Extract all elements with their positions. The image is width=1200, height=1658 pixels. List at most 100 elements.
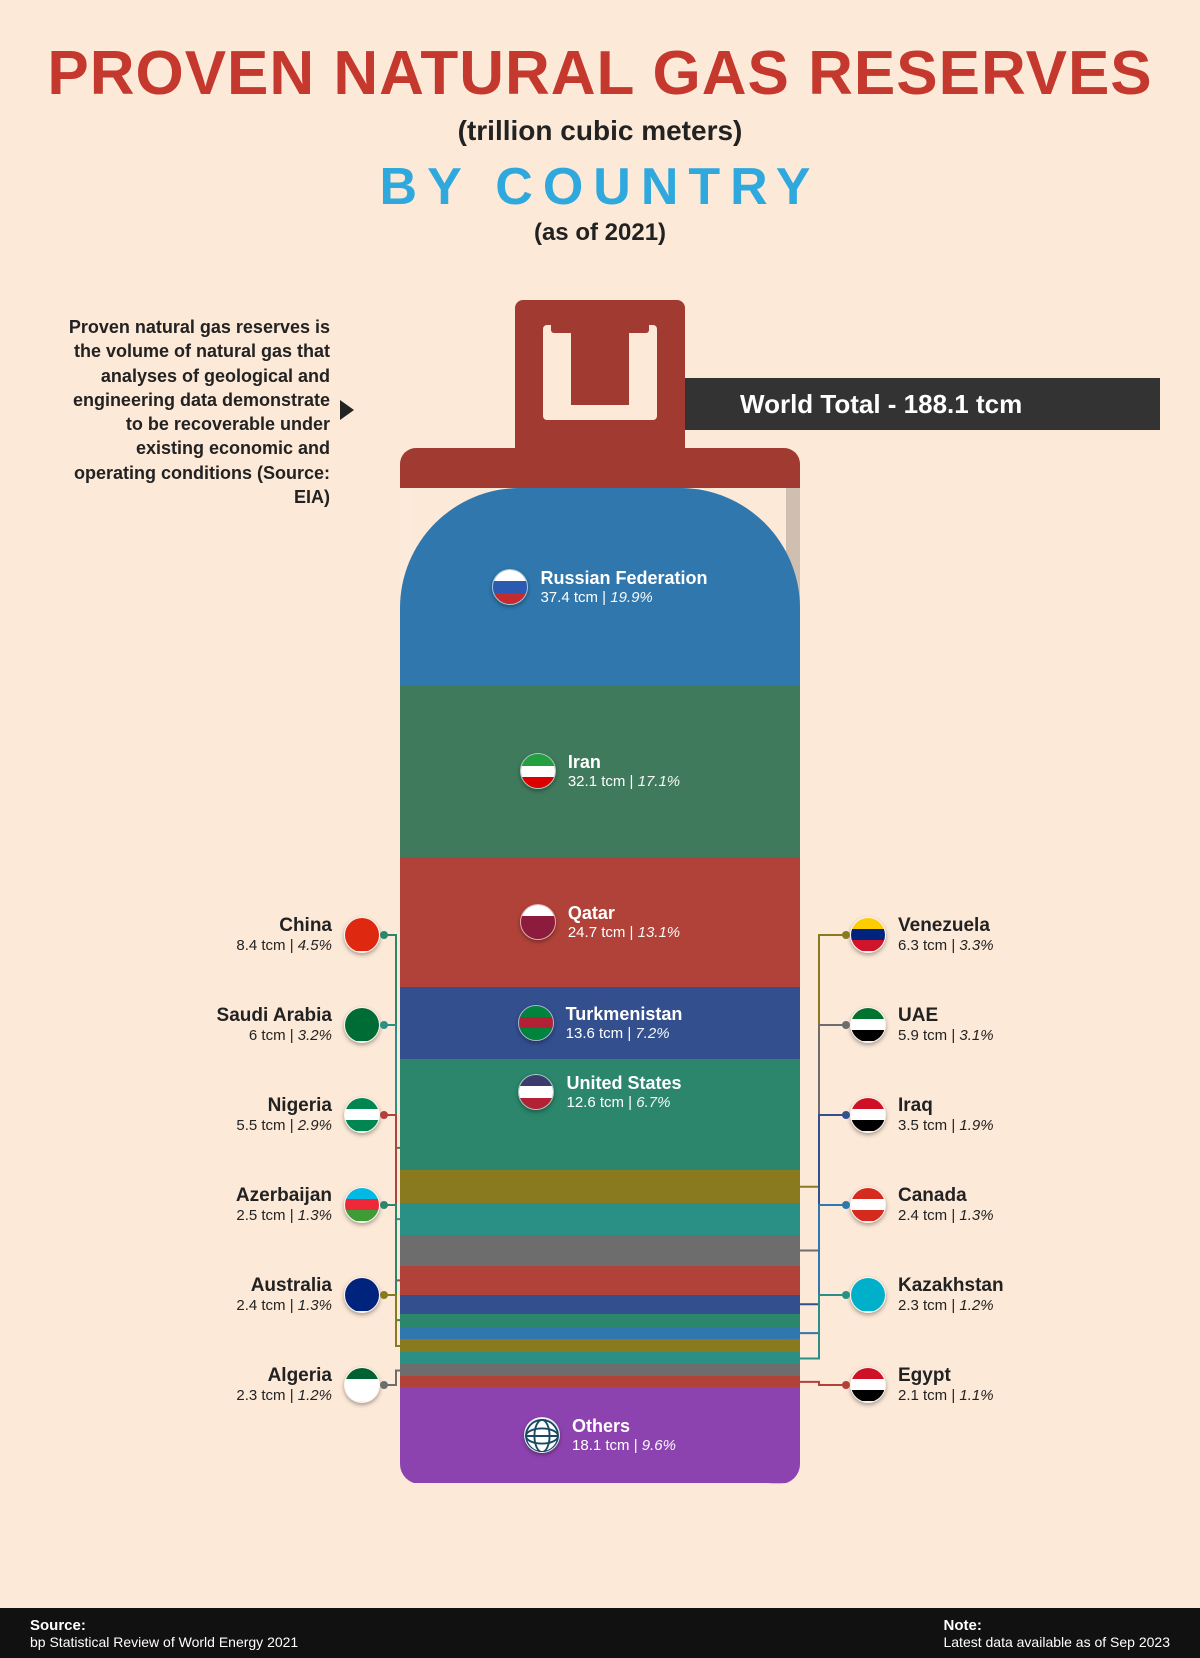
callout-stats: 6.3 tcm | 3.3% — [898, 937, 1080, 954]
definition-text: Proven natural gas reserves is the volum… — [60, 315, 330, 509]
callout-azerbaijan: Azerbaijan2.5 tcm | 1.3% — [150, 1185, 380, 1224]
footer-source: Source: bp Statistical Review of World E… — [30, 1617, 298, 1650]
callout-stats: 2.3 tcm | 1.2% — [898, 1297, 1080, 1314]
note-text: Latest data available as of Sep 2023 — [943, 1634, 1170, 1650]
title-by-country: BY COUNTRY — [0, 157, 1200, 217]
flag-icon — [492, 569, 528, 605]
callout-name: Venezuela — [898, 915, 1080, 937]
callout-uae: UAE5.9 tcm | 3.1% — [850, 1005, 1080, 1044]
callout-name: Nigeria — [150, 1095, 332, 1117]
segment-kazakhstan — [400, 1352, 800, 1364]
flag-icon — [524, 1417, 560, 1453]
flag-icon — [518, 1005, 554, 1041]
flag-icon — [520, 753, 556, 789]
segment-saudi — [400, 1203, 800, 1235]
flag-icon — [344, 1187, 380, 1223]
callout-stats: 6 tcm | 3.2% — [150, 1027, 332, 1044]
callout-algeria: Algeria2.3 tcm | 1.2% — [150, 1365, 380, 1404]
flag-icon — [850, 1097, 886, 1133]
callout-saudi: Saudi Arabia6 tcm | 3.2% — [150, 1005, 380, 1044]
callout-name: Algeria — [150, 1365, 332, 1387]
flag-icon — [850, 1187, 886, 1223]
callout-name: Azerbaijan — [150, 1185, 332, 1207]
footer-note: Note: Latest data available as of Sep 20… — [943, 1617, 1170, 1650]
callout-name: Kazakhstan — [898, 1275, 1080, 1297]
segment-china — [400, 1125, 800, 1170]
segment-qatar: Qatar24.7 tcm | 13.1% — [400, 857, 800, 987]
segment-name: Turkmenistan — [566, 1004, 683, 1025]
callout-kazakhstan: Kazakhstan2.3 tcm | 1.2% — [850, 1275, 1080, 1314]
definition-arrow-icon — [340, 400, 354, 420]
footer: Source: bp Statistical Review of World E… — [0, 1608, 1200, 1658]
callout-stats: 2.1 tcm | 1.1% — [898, 1387, 1080, 1404]
callout-stats: 8.4 tcm | 4.5% — [150, 937, 332, 954]
flag-icon — [850, 1007, 886, 1043]
segment-name: Qatar — [568, 903, 680, 924]
callout-iraq: Iraq3.5 tcm | 1.9% — [850, 1095, 1080, 1134]
callout-stats: 5.9 tcm | 3.1% — [898, 1027, 1080, 1044]
segment-canada — [400, 1327, 800, 1340]
flag-icon — [520, 904, 556, 940]
gas-tank-chart: Russian Federation37.4 tcm | 19.9%Iran32… — [400, 300, 800, 1484]
flag-icon — [344, 917, 380, 953]
segment-azerbaijan — [400, 1314, 800, 1327]
callout-name: Iraq — [898, 1095, 1080, 1117]
flag-icon — [344, 1097, 380, 1133]
flag-icon — [850, 1277, 886, 1313]
callout-egypt: Egypt2.1 tcm | 1.1% — [850, 1365, 1080, 1404]
segment-usa: United States12.6 tcm | 6.7% — [400, 1059, 800, 1126]
flag-icon — [850, 1367, 886, 1403]
source-text: bp Statistical Review of World Energy 20… — [30, 1634, 298, 1650]
segment-stats: 24.7 tcm | 13.1% — [568, 924, 680, 941]
segment-stats: 13.6 tcm | 7.2% — [566, 1025, 683, 1042]
callout-name: China — [150, 915, 332, 937]
callout-australia: Australia2.4 tcm | 1.3% — [150, 1275, 380, 1314]
segment-australia — [400, 1339, 800, 1352]
callout-stats: 2.3 tcm | 1.2% — [150, 1387, 332, 1404]
segment-name: Russian Federation — [540, 568, 707, 589]
flag-icon — [850, 917, 886, 953]
callout-stats: 2.4 tcm | 1.3% — [150, 1297, 332, 1314]
tank-body-stacked-bar: Russian Federation37.4 tcm | 19.9%Iran32… — [400, 488, 800, 1484]
header: PROVEN NATURAL GAS RESERVES (trillion cu… — [0, 0, 1200, 247]
segment-egypt — [400, 1376, 800, 1387]
note-label: Note: — [943, 1617, 1170, 1634]
callout-name: Canada — [898, 1185, 1080, 1207]
segment-name: United States — [566, 1073, 681, 1094]
segment-stats: 12.6 tcm | 6.7% — [566, 1094, 681, 1111]
segment-stats: 32.1 tcm | 17.1% — [568, 773, 680, 790]
segment-russia: Russian Federation37.4 tcm | 19.9% — [400, 488, 800, 686]
segment-iraq — [400, 1295, 800, 1314]
segment-iran: Iran32.1 tcm | 17.1% — [400, 686, 800, 856]
callout-name: UAE — [898, 1005, 1080, 1027]
segment-others: Others18.1 tcm | 9.6% — [400, 1387, 800, 1483]
flag-icon — [344, 1367, 380, 1403]
subtitle-units: (trillion cubic meters) — [0, 115, 1200, 147]
callout-stats: 3.5 tcm | 1.9% — [898, 1117, 1080, 1134]
tank-valve-housing — [515, 300, 685, 450]
segment-name: Others — [572, 1416, 676, 1437]
callout-nigeria: Nigeria5.5 tcm | 2.9% — [150, 1095, 380, 1134]
callout-name: Australia — [150, 1275, 332, 1297]
callout-stats: 2.5 tcm | 1.3% — [150, 1207, 332, 1224]
flag-icon — [518, 1074, 554, 1110]
callout-name: Egypt — [898, 1365, 1080, 1387]
segment-uae — [400, 1235, 800, 1266]
segment-name: Iran — [568, 752, 680, 773]
callout-china: China8.4 tcm | 4.5% — [150, 915, 380, 954]
flag-icon — [344, 1277, 380, 1313]
tank-valve-icon — [571, 325, 629, 405]
tank-collar — [400, 448, 800, 488]
segment-turkmenistan: Turkmenistan13.6 tcm | 7.2% — [400, 987, 800, 1059]
source-label: Source: — [30, 1617, 298, 1634]
subtitle-asof: (as of 2021) — [0, 219, 1200, 247]
callout-stats: 2.4 tcm | 1.3% — [898, 1207, 1080, 1224]
segment-nigeria — [400, 1266, 800, 1295]
segment-stats: 37.4 tcm | 19.9% — [540, 589, 707, 606]
title-main: PROVEN NATURAL GAS RESERVES — [0, 38, 1200, 109]
callout-stats: 5.5 tcm | 2.9% — [150, 1117, 332, 1134]
callout-canada: Canada2.4 tcm | 1.3% — [850, 1185, 1080, 1224]
callout-venezuela: Venezuela6.3 tcm | 3.3% — [850, 915, 1080, 954]
segment-algeria — [400, 1364, 800, 1376]
callout-name: Saudi Arabia — [150, 1005, 332, 1027]
